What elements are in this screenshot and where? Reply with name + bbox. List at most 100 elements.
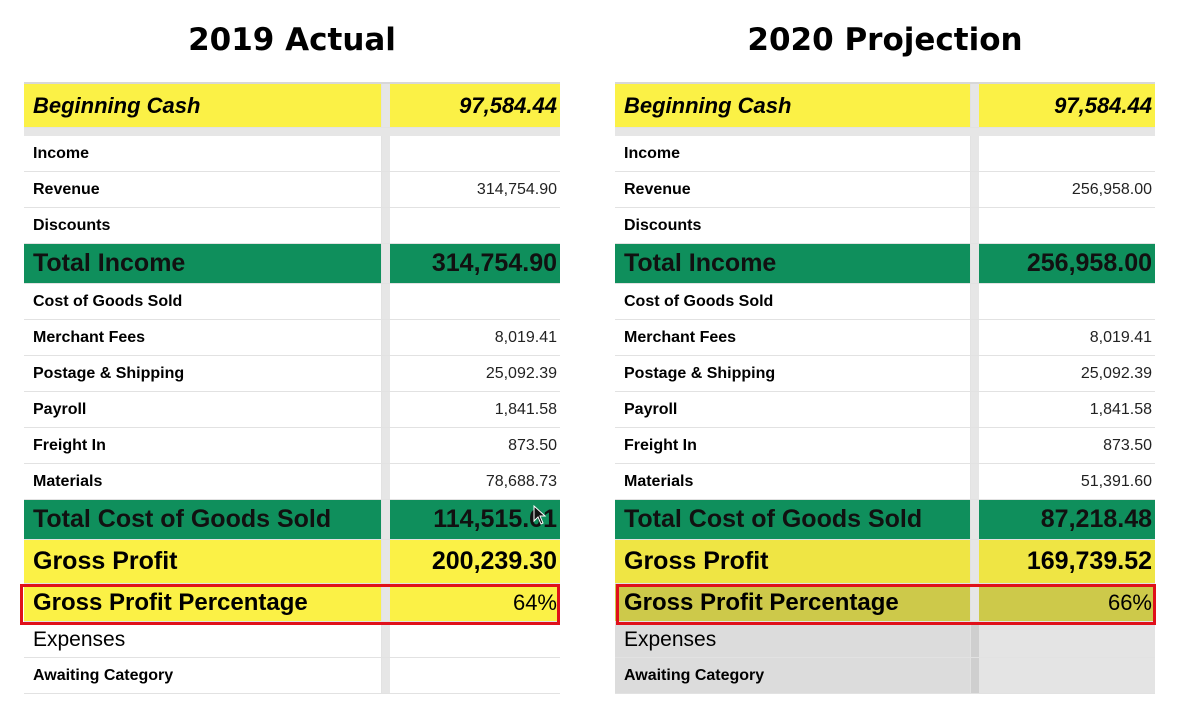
row-total-income[interactable]: Total Income 314,754.90	[24, 244, 560, 284]
row-merchant-fees[interactable]: Merchant Fees 8,019.41	[24, 320, 560, 356]
cell-value[interactable]	[390, 658, 560, 693]
cell-value[interactable]: 114,515.61	[390, 500, 560, 539]
cell-label[interactable]: Payroll	[24, 392, 382, 427]
cell-value[interactable]	[979, 284, 1155, 319]
cell-label[interactable]: Discounts	[615, 208, 971, 243]
column-divider	[971, 584, 979, 621]
cell-value[interactable]: 25,092.39	[1080, 364, 1152, 382]
cell-value[interactable]: 1,841.58	[1089, 400, 1152, 418]
cell-label[interactable]: Merchant Fees	[24, 320, 382, 355]
cell-label[interactable]: Revenue	[615, 172, 971, 207]
cell-value[interactable]: 25,092.39	[485, 364, 557, 382]
cell-label[interactable]: Expenses	[24, 622, 382, 657]
row-revenue[interactable]: Revenue 256,958.00	[615, 172, 1155, 208]
cell-label[interactable]: Merchant Fees	[615, 320, 971, 355]
cell-label[interactable]: Materials	[24, 464, 382, 499]
cell-value[interactable]: 169,739.52	[979, 540, 1155, 583]
cell-value[interactable]: 8,019.41	[1089, 328, 1152, 346]
cell-value[interactable]	[390, 622, 560, 657]
cell-value[interactable]: 314,754.90	[390, 244, 560, 283]
row-total-cost-of-goods-sold[interactable]: Total Cost of Goods Sold 87,218.48	[615, 500, 1155, 540]
row-freight-in[interactable]: Freight In 873.50	[24, 428, 560, 464]
cell-label[interactable]: Expenses	[615, 622, 971, 657]
row-cost-of-goods-sold[interactable]: Cost of Goods Sold	[615, 284, 1155, 320]
row-materials[interactable]: Materials 78,688.73	[24, 464, 560, 500]
cell-value[interactable]: 1,841.58	[494, 400, 557, 418]
row-income[interactable]: Income	[615, 136, 1155, 172]
row-expenses[interactable]: Expenses	[615, 622, 1155, 658]
cell-value[interactable]	[390, 284, 560, 319]
cell-label[interactable]: Postage & Shipping	[24, 356, 382, 391]
column-divider	[971, 658, 979, 693]
cell-value[interactable]: 256,958.00	[979, 244, 1155, 283]
cell-value[interactable]: 51,391.60	[1080, 472, 1152, 490]
cell-value[interactable]: 97,584.44	[390, 84, 560, 127]
row-postage-shipping[interactable]: Postage & Shipping 25,092.39	[615, 356, 1155, 392]
cell-label[interactable]: Freight In	[615, 428, 971, 463]
cell-label[interactable]: Gross Profit	[615, 540, 971, 583]
cell-label[interactable]: Total Cost of Goods Sold	[24, 500, 382, 539]
cell-label[interactable]: Income	[615, 136, 971, 171]
cell-value[interactable]	[979, 622, 1155, 657]
cell-label[interactable]: Total Cost of Goods Sold	[615, 500, 971, 539]
cell-label[interactable]: Postage & Shipping	[615, 356, 971, 391]
cell-value[interactable]: 200,239.30	[390, 540, 560, 583]
row-payroll[interactable]: Payroll 1,841.58	[24, 392, 560, 428]
column-divider	[382, 320, 390, 355]
row-discounts[interactable]: Discounts	[615, 208, 1155, 244]
cell-label[interactable]: Cost of Goods Sold	[615, 284, 971, 319]
row-total-income[interactable]: Total Income 256,958.00	[615, 244, 1155, 284]
cell-label[interactable]: Revenue	[24, 172, 382, 207]
row-freight-in[interactable]: Freight In 873.50	[615, 428, 1155, 464]
cell-label[interactable]: Freight In	[24, 428, 382, 463]
cell-value[interactable]: 873.50	[508, 436, 557, 454]
row-discounts[interactable]: Discounts	[24, 208, 560, 244]
cell-value[interactable]: 256,958.00	[1071, 180, 1152, 198]
row-income[interactable]: Income	[24, 136, 560, 172]
cell-value[interactable]: 8,019.41	[494, 328, 557, 346]
row-merchant-fees[interactable]: Merchant Fees 8,019.41	[615, 320, 1155, 356]
row-awaiting-category[interactable]: Awaiting Category	[24, 658, 560, 694]
row-awaiting-category[interactable]: Awaiting Category	[615, 658, 1155, 694]
cell-value[interactable]: 873.50	[1103, 436, 1152, 454]
row-gross-profit[interactable]: Gross Profit 200,239.30	[24, 540, 560, 584]
cell-value[interactable]: 87,218.48	[979, 500, 1155, 539]
row-total-cost-of-goods-sold[interactable]: Total Cost of Goods Sold 114,515.61	[24, 500, 560, 540]
cell-label[interactable]: Gross Profit Percentage	[24, 584, 382, 621]
cell-label[interactable]: Beginning Cash	[24, 84, 382, 127]
row-revenue[interactable]: Revenue 314,754.90	[24, 172, 560, 208]
cell-label[interactable]: Discounts	[24, 208, 382, 243]
cell-label[interactable]: Total Income	[24, 244, 382, 283]
row-gross-profit-percentage[interactable]: Gross Profit Percentage 64%	[24, 584, 560, 622]
row-cost-of-goods-sold[interactable]: Cost of Goods Sold	[24, 284, 560, 320]
row-postage-shipping[interactable]: Postage & Shipping 25,092.39	[24, 356, 560, 392]
cell-value[interactable]: 78,688.73	[485, 472, 557, 490]
row-expenses[interactable]: Expenses	[24, 622, 560, 658]
cell-value[interactable]: 64%	[390, 584, 560, 621]
cell-label[interactable]: Awaiting Category	[24, 658, 382, 693]
row-beginning-cash[interactable]: Beginning Cash 97,584.44	[24, 84, 560, 128]
cell-value[interactable]: 97,584.44	[979, 84, 1155, 127]
cell-value[interactable]: 314,754.90	[476, 180, 557, 198]
cell-label[interactable]: Gross Profit	[24, 540, 382, 583]
cell-value[interactable]	[979, 208, 1155, 243]
cell-label[interactable]: Awaiting Category	[615, 658, 971, 693]
cell-value[interactable]: 66%	[979, 584, 1155, 621]
cell-label[interactable]: Gross Profit Percentage	[615, 584, 971, 621]
cell-value[interactable]	[390, 208, 560, 243]
cell-label[interactable]: Payroll	[615, 392, 971, 427]
cell-value[interactable]	[390, 136, 560, 171]
column-divider	[971, 540, 979, 583]
cell-label[interactable]: Materials	[615, 464, 971, 499]
cell-label[interactable]: Beginning Cash	[615, 84, 971, 127]
cell-value[interactable]	[979, 136, 1155, 171]
row-gross-profit-percentage[interactable]: Gross Profit Percentage 66%	[615, 584, 1155, 622]
cell-value[interactable]	[979, 658, 1155, 693]
row-payroll[interactable]: Payroll 1,841.58	[615, 392, 1155, 428]
cell-label[interactable]: Income	[24, 136, 382, 171]
row-materials[interactable]: Materials 51,391.60	[615, 464, 1155, 500]
row-gross-profit[interactable]: Gross Profit 169,739.52	[615, 540, 1155, 584]
cell-label[interactable]: Total Income	[615, 244, 971, 283]
row-beginning-cash[interactable]: Beginning Cash 97,584.44	[615, 84, 1155, 128]
cell-label[interactable]: Cost of Goods Sold	[24, 284, 382, 319]
